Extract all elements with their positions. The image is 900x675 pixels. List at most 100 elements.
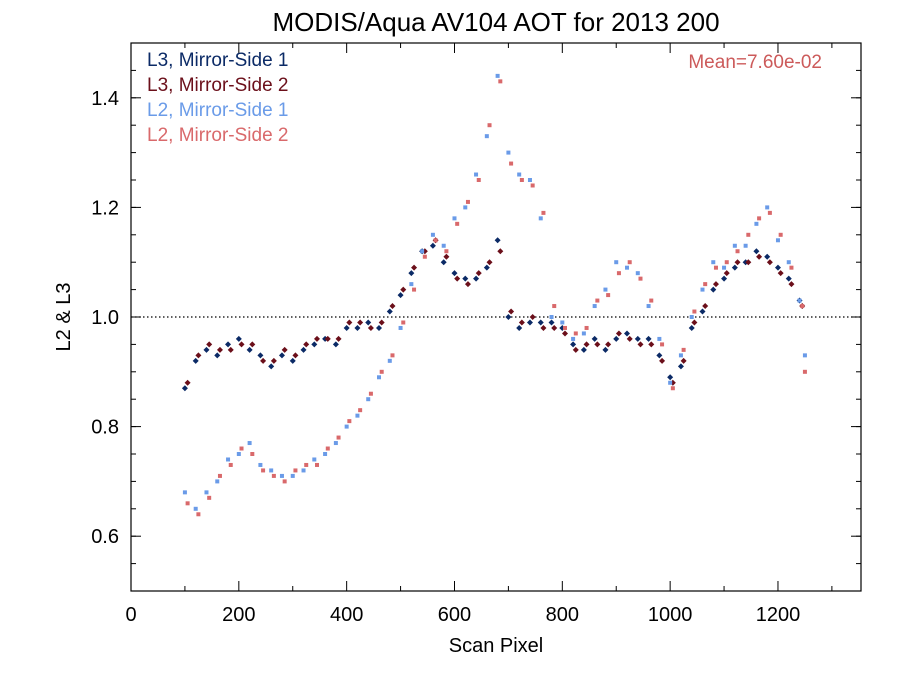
data-point <box>420 249 425 254</box>
data-point <box>324 335 331 342</box>
data-point <box>484 134 489 139</box>
data-point <box>192 357 199 364</box>
data-point <box>614 260 619 265</box>
data-point <box>300 346 307 353</box>
data-point <box>498 79 503 84</box>
data-point <box>668 380 673 385</box>
data-point <box>699 308 706 315</box>
data-point <box>692 309 697 314</box>
data-point <box>562 330 569 337</box>
data-point <box>615 330 622 337</box>
data-point <box>625 265 630 270</box>
data-point <box>238 341 245 348</box>
data-point <box>474 172 479 177</box>
data-point <box>333 441 338 446</box>
data-point <box>649 298 654 303</box>
data-point <box>743 243 748 248</box>
data-point <box>616 271 621 276</box>
data-point <box>367 324 374 331</box>
data-point <box>681 347 686 352</box>
data-point <box>624 330 631 337</box>
data-point <box>227 346 234 353</box>
data-point <box>756 253 763 260</box>
data-point <box>497 248 504 255</box>
data-point <box>767 210 772 215</box>
data-point <box>710 286 717 293</box>
data-point <box>516 324 523 331</box>
data-point <box>785 275 792 282</box>
data-point <box>366 397 371 402</box>
data-point <box>196 512 201 517</box>
data-point <box>398 325 403 330</box>
data-point <box>691 319 698 326</box>
data-point <box>314 335 321 342</box>
data-point <box>312 457 317 462</box>
data-point <box>592 304 597 309</box>
data-point <box>603 287 608 292</box>
data-point <box>195 352 202 359</box>
data-point <box>656 352 663 359</box>
data-point <box>444 249 449 254</box>
data-point <box>215 479 220 484</box>
data-point <box>315 462 320 467</box>
data-point <box>278 352 285 359</box>
data-point <box>638 276 643 281</box>
data-point <box>634 335 641 342</box>
data-point <box>548 319 555 326</box>
axis-ticks: 0 200 400 600 800 1000 1200 0.6 0.8 1.0 1.2 1.4 <box>91 42 861 626</box>
data-point <box>537 319 544 326</box>
data-point <box>335 335 342 342</box>
data-point <box>216 346 223 353</box>
series-1 <box>181 237 803 392</box>
data-point <box>802 369 807 374</box>
data-point <box>677 363 684 370</box>
data-point <box>595 298 600 303</box>
data-point <box>517 172 522 177</box>
data-point <box>670 386 675 391</box>
data-point <box>584 325 589 330</box>
data-point <box>802 353 807 358</box>
x-tick-label: 200 <box>222 604 255 626</box>
data-point <box>411 264 418 271</box>
x-tick-label: 1200 <box>756 604 801 626</box>
data-point <box>193 506 198 511</box>
data-point <box>354 324 361 331</box>
data-point <box>368 391 373 396</box>
data-point <box>293 468 298 473</box>
data-point <box>700 287 705 292</box>
data-point <box>722 265 727 270</box>
data-point <box>390 353 395 358</box>
series-3 <box>182 73 807 511</box>
data-point <box>506 150 511 155</box>
data-point <box>476 178 481 182</box>
data-point <box>689 315 694 319</box>
data-point <box>207 495 212 500</box>
data-point <box>376 324 383 331</box>
y-tick-label: 0.6 <box>91 526 119 548</box>
data-point <box>282 479 287 484</box>
data-point <box>270 357 277 364</box>
data-point <box>464 281 471 288</box>
data-point <box>181 385 188 392</box>
data-point <box>723 270 730 277</box>
data-point <box>775 238 780 243</box>
data-point <box>204 490 209 495</box>
data-point <box>688 324 695 331</box>
data-point <box>239 446 244 451</box>
data-point <box>731 264 738 271</box>
data-point <box>735 249 740 254</box>
data-point <box>303 341 310 348</box>
data-point <box>257 352 264 359</box>
data-point <box>235 335 242 342</box>
x-tick-label: 1000 <box>648 604 693 626</box>
data-point <box>571 336 576 341</box>
data-point <box>258 462 263 467</box>
data-point <box>560 320 565 325</box>
data-point <box>527 178 532 182</box>
data-point <box>635 271 640 276</box>
data-point <box>646 304 651 309</box>
data-point <box>336 435 341 440</box>
data-point <box>551 324 558 331</box>
data-point <box>606 293 611 298</box>
data-point <box>746 232 751 237</box>
